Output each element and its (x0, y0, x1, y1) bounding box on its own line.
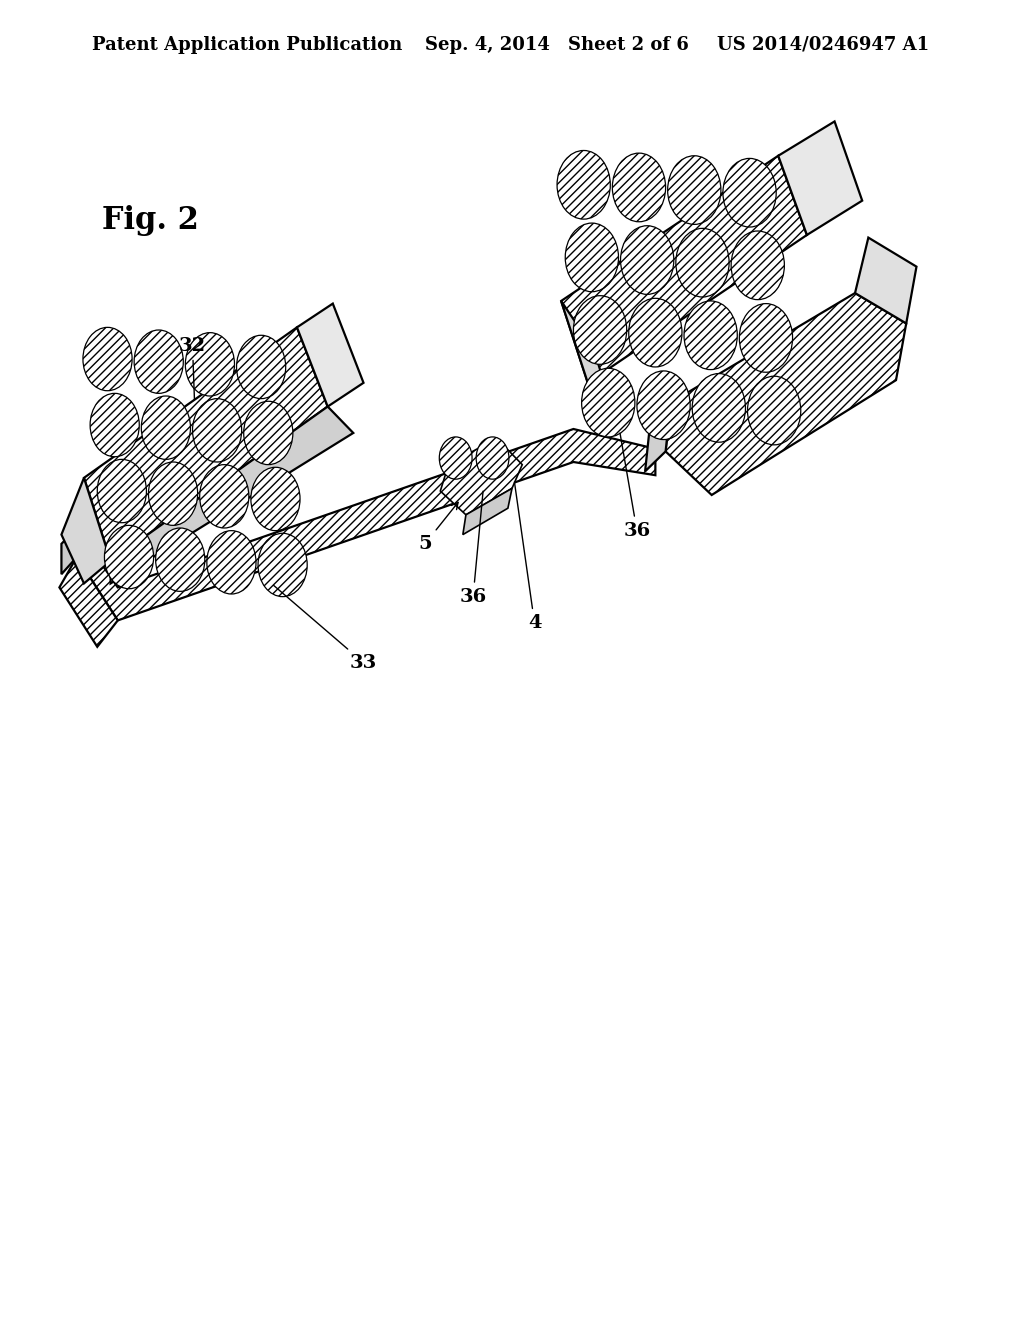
Circle shape (156, 528, 205, 591)
Text: Patent Application Publication: Patent Application Publication (92, 36, 402, 54)
Circle shape (97, 459, 146, 523)
Circle shape (193, 399, 242, 462)
Polygon shape (666, 293, 906, 495)
Text: 5: 5 (418, 503, 458, 553)
Circle shape (200, 465, 249, 528)
Circle shape (90, 393, 139, 457)
Circle shape (141, 396, 190, 459)
Text: Sheet 2 of 6: Sheet 2 of 6 (568, 36, 689, 54)
Circle shape (684, 301, 737, 370)
Circle shape (723, 158, 776, 227)
Circle shape (739, 304, 793, 372)
Circle shape (244, 401, 293, 465)
Circle shape (476, 437, 509, 479)
Text: 36: 36 (460, 491, 486, 606)
Circle shape (582, 368, 635, 437)
Polygon shape (645, 403, 671, 471)
Text: 33: 33 (273, 585, 377, 672)
Circle shape (573, 296, 627, 364)
Circle shape (692, 374, 745, 442)
Circle shape (148, 462, 198, 525)
Polygon shape (561, 156, 807, 383)
Circle shape (557, 150, 610, 219)
Polygon shape (463, 488, 512, 535)
Circle shape (185, 333, 234, 396)
Circle shape (748, 376, 801, 445)
Polygon shape (855, 238, 916, 323)
Polygon shape (84, 327, 328, 561)
Polygon shape (61, 478, 111, 583)
Polygon shape (77, 429, 655, 620)
Polygon shape (561, 301, 620, 433)
Text: Sep. 4, 2014: Sep. 4, 2014 (425, 36, 550, 54)
Text: 4: 4 (514, 482, 542, 632)
Circle shape (237, 335, 286, 399)
Circle shape (251, 467, 300, 531)
Circle shape (637, 371, 690, 440)
Circle shape (134, 330, 183, 393)
Circle shape (565, 223, 618, 292)
Circle shape (258, 533, 307, 597)
Circle shape (439, 437, 472, 479)
Polygon shape (440, 438, 522, 515)
Circle shape (621, 226, 674, 294)
Text: US 2014/0246947 A1: US 2014/0246947 A1 (717, 36, 929, 54)
Circle shape (207, 531, 256, 594)
Polygon shape (61, 528, 77, 574)
Circle shape (83, 327, 132, 391)
Circle shape (104, 525, 154, 589)
Text: 36: 36 (620, 433, 650, 540)
Text: Fig. 2: Fig. 2 (102, 205, 200, 235)
Polygon shape (59, 557, 118, 647)
Circle shape (612, 153, 666, 222)
Circle shape (676, 228, 729, 297)
Circle shape (668, 156, 721, 224)
Text: 32: 32 (179, 337, 206, 400)
Circle shape (731, 231, 784, 300)
Polygon shape (297, 304, 364, 407)
Polygon shape (778, 121, 862, 235)
Polygon shape (111, 407, 353, 583)
Circle shape (629, 298, 682, 367)
